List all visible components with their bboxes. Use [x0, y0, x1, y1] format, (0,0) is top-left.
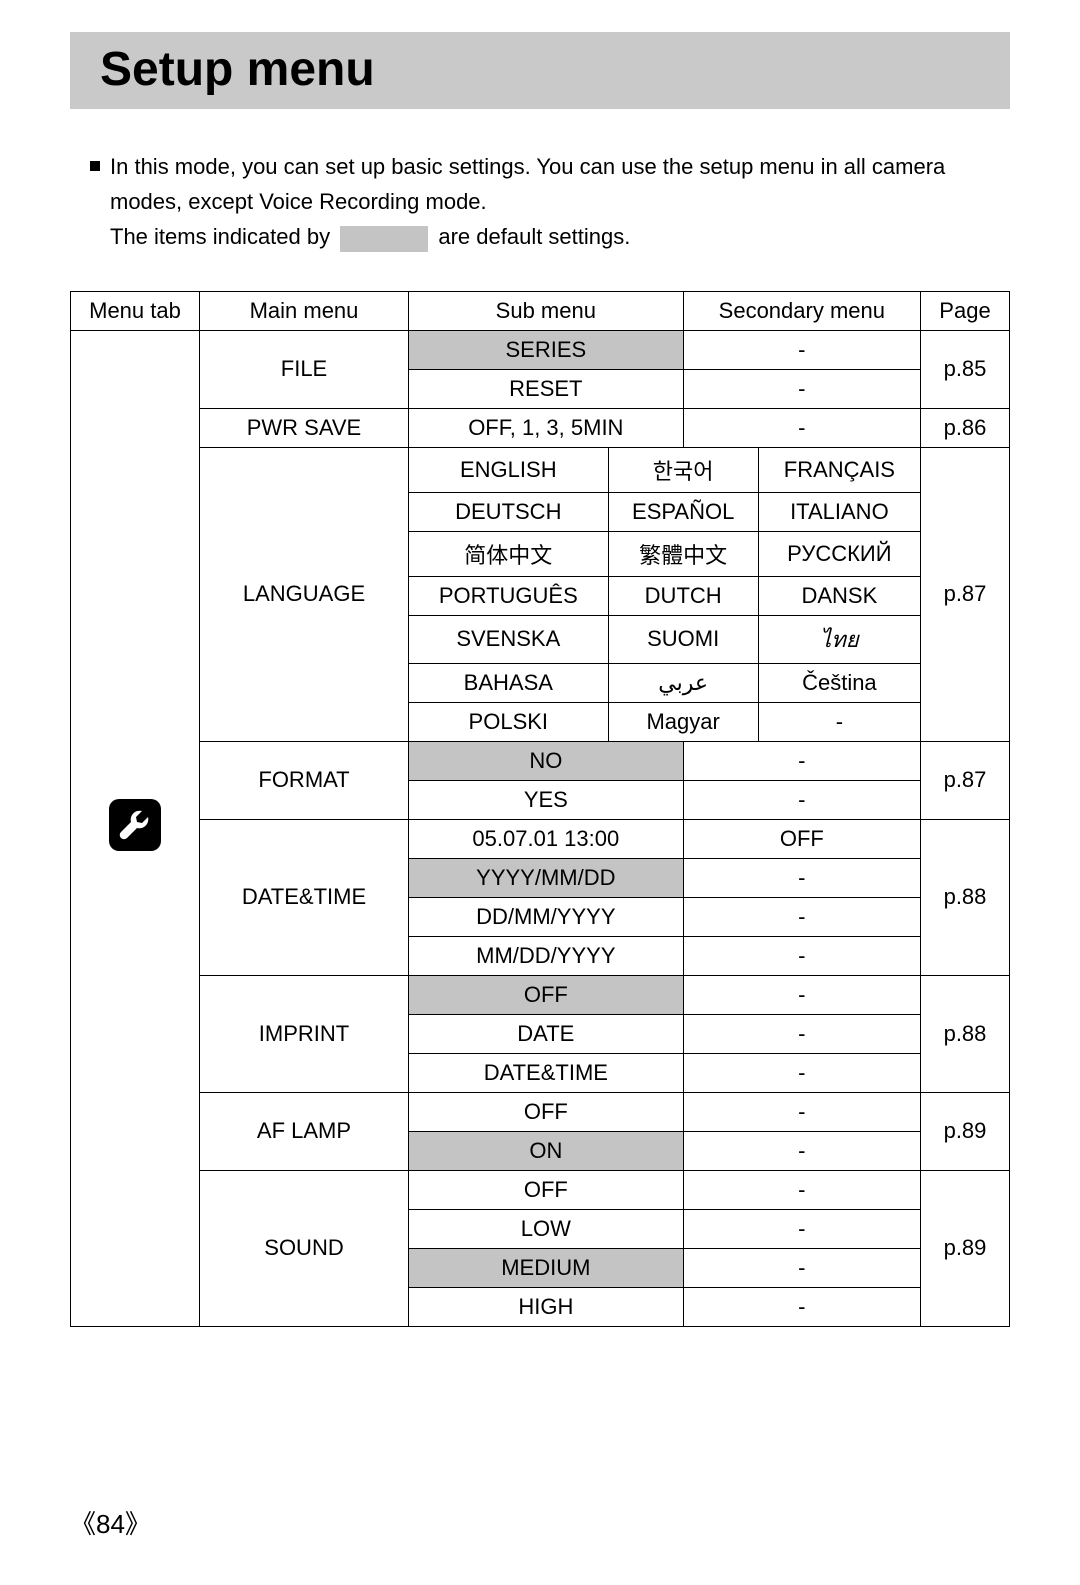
page-sound: p.89	[921, 1170, 1010, 1326]
sec-dash: -	[683, 408, 920, 447]
col-secondary-menu: Secondary menu	[683, 291, 920, 330]
lang-cell: DUTCH	[608, 576, 758, 615]
sub-dt1: 05.07.01 13:00	[409, 819, 684, 858]
page-file: p.85	[921, 330, 1010, 408]
menu-tab-cell	[71, 330, 200, 1326]
table-header-row: Menu tab Main menu Sub menu Secondary me…	[71, 291, 1010, 330]
sec-dash: -	[683, 1092, 920, 1131]
page-datetime: p.88	[921, 819, 1010, 975]
page-imprint: p.88	[921, 975, 1010, 1092]
sec-dash: -	[683, 936, 920, 975]
setup-menu-table: Menu tab Main menu Sub menu Secondary me…	[70, 291, 1010, 1327]
intro-line2: modes, except Voice Recording mode.	[110, 189, 487, 214]
bullet-icon	[90, 161, 100, 171]
sub-sound-medium: MEDIUM	[409, 1248, 684, 1287]
intro-line3a: The items indicated by	[110, 224, 330, 249]
sec-dash: -	[683, 780, 920, 819]
sub-dt4: MM/DD/YYYY	[409, 936, 684, 975]
main-imprint: IMPRINT	[200, 975, 409, 1092]
lang-cell: DEUTSCH	[409, 492, 609, 531]
sec-dash: -	[683, 975, 920, 1014]
lang-cell: Čeština	[758, 663, 920, 702]
lang-cell: ENGLISH	[409, 447, 609, 492]
sec-dash: -	[683, 1170, 920, 1209]
lang-cell: SUOMI	[608, 615, 758, 663]
sec-dash: -	[683, 1209, 920, 1248]
lang-cell: 简体中文	[409, 531, 609, 576]
lang-cell: BAHASA	[409, 663, 609, 702]
lang-cell: SVENSKA	[409, 615, 609, 663]
main-format: FORMAT	[200, 741, 409, 819]
main-aflamp: AF LAMP	[200, 1092, 409, 1170]
sub-aflamp-on: ON	[409, 1131, 684, 1170]
intro-line1: In this mode, you can set up basic setti…	[110, 154, 945, 179]
sub-pwrsave: OFF, 1, 3, 5MIN	[409, 408, 684, 447]
sec-dt1: OFF	[683, 819, 920, 858]
sub-format-yes: YES	[409, 780, 684, 819]
page-pwrsave: p.86	[921, 408, 1010, 447]
sec-dash: -	[683, 1131, 920, 1170]
lang-cell: Magyar	[608, 702, 758, 741]
lang-cell: ESPAÑOL	[608, 492, 758, 531]
title-bar: Setup menu	[70, 32, 1010, 109]
sec-dash: -	[683, 1053, 920, 1092]
lang-cell: عربي	[608, 663, 758, 702]
intro-text: In this mode, you can set up basic setti…	[90, 149, 1010, 255]
lang-cell: 한국어	[608, 447, 758, 492]
sub-imprint-off: OFF	[409, 975, 684, 1014]
page-number: 《84》	[70, 1504, 151, 1541]
lang-cell: 繁體中文	[608, 531, 758, 576]
page-format: p.87	[921, 741, 1010, 819]
sub-file-reset: RESET	[409, 369, 684, 408]
page-title: Setup menu	[100, 42, 992, 97]
lang-cell: РУССКИЙ	[758, 531, 920, 576]
sub-file-series: SERIES	[409, 330, 684, 369]
sec-dash: -	[683, 369, 920, 408]
sub-dt2: YYYY/MM/DD	[409, 858, 684, 897]
sec-dash: -	[683, 1248, 920, 1287]
lang-cell: ITALIANO	[758, 492, 920, 531]
main-file: FILE	[200, 330, 409, 408]
sec-dash: -	[683, 741, 920, 780]
sub-imprint-date: DATE	[409, 1014, 684, 1053]
sub-sound-low: LOW	[409, 1209, 684, 1248]
col-main-menu: Main menu	[200, 291, 409, 330]
sub-dt3: DD/MM/YYYY	[409, 897, 684, 936]
page-language: p.87	[921, 447, 1010, 741]
lang-cell: PORTUGUÊS	[409, 576, 609, 615]
main-pwrsave: PWR SAVE	[200, 408, 409, 447]
col-page: Page	[921, 291, 1010, 330]
lang-cell: POLSKI	[409, 702, 609, 741]
sec-dash: -	[683, 1287, 920, 1326]
default-indicator-box	[340, 226, 428, 252]
sub-aflamp-off: OFF	[409, 1092, 684, 1131]
intro-line3b: are default settings.	[438, 224, 630, 249]
lang-cell: -	[758, 702, 920, 741]
lang-cell: DANSK	[758, 576, 920, 615]
col-menu-tab: Menu tab	[71, 291, 200, 330]
sec-dash: -	[683, 1014, 920, 1053]
sec-dash: -	[683, 897, 920, 936]
sub-sound-off: OFF	[409, 1170, 684, 1209]
sub-sound-high: HIGH	[409, 1287, 684, 1326]
main-datetime: DATE&TIME	[200, 819, 409, 975]
col-sub-menu: Sub menu	[409, 291, 684, 330]
sec-dash: -	[683, 330, 920, 369]
sec-dash: -	[683, 858, 920, 897]
sub-format-no: NO	[409, 741, 684, 780]
page-aflamp: p.89	[921, 1092, 1010, 1170]
lang-cell: FRANÇAIS	[758, 447, 920, 492]
lang-cell: ไทย	[758, 615, 920, 663]
main-sound: SOUND	[200, 1170, 409, 1326]
wrench-icon	[109, 799, 161, 851]
sub-imprint-dt: DATE&TIME	[409, 1053, 684, 1092]
main-language: LANGUAGE	[200, 447, 409, 741]
